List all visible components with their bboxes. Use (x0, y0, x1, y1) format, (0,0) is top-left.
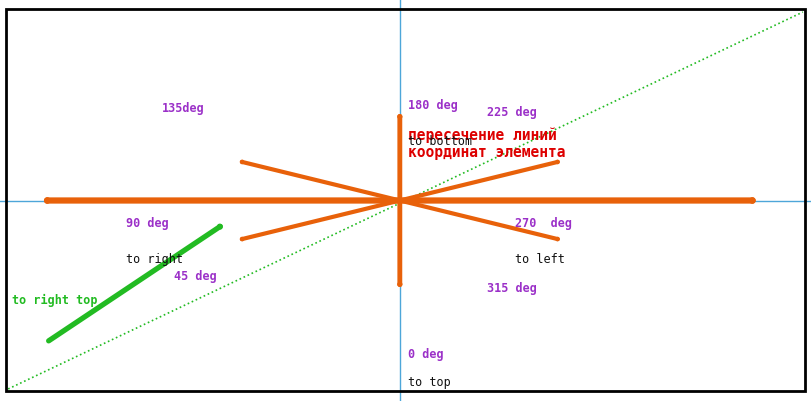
Text: 0 deg: 0 deg (408, 348, 444, 361)
Text: to right: to right (126, 253, 182, 265)
Text: to top: to top (408, 376, 451, 389)
Text: 135deg: 135deg (162, 102, 205, 115)
Text: 45 deg: 45 deg (174, 270, 217, 283)
Text: 180 deg: 180 deg (408, 99, 457, 112)
Text: пересечение линий
координат элемента: пересечение линий координат элемента (408, 128, 565, 160)
Text: 90 deg: 90 deg (126, 217, 169, 229)
Text: 270  deg: 270 deg (515, 217, 572, 229)
Text: 225 deg: 225 deg (487, 106, 536, 119)
Text: to right top: to right top (12, 294, 97, 307)
Text: to left: to left (515, 253, 564, 265)
Text: 315 deg: 315 deg (487, 282, 536, 295)
Text: to bottom: to bottom (408, 136, 472, 148)
